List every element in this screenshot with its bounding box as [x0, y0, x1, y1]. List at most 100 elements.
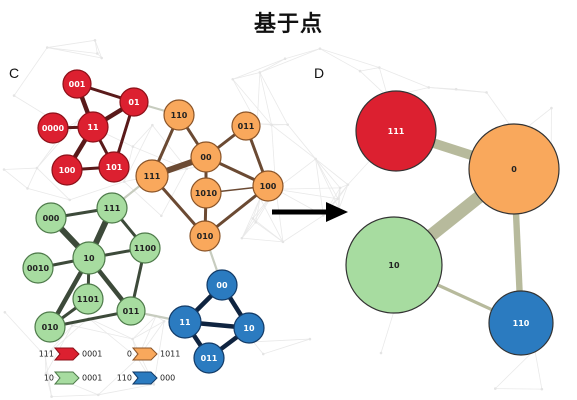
bg-line	[152, 124, 188, 169]
bg-line	[27, 167, 38, 189]
bg-dot	[68, 198, 71, 202]
graph-node-red: 101	[98, 151, 130, 183]
bg-line	[253, 338, 310, 343]
node-circle	[231, 111, 261, 141]
bg-dot	[427, 86, 431, 89]
bg-dot	[100, 56, 103, 60]
bg-line	[47, 47, 98, 54]
node-circle	[22, 252, 54, 284]
legend-to-label: 000	[160, 374, 175, 383]
summary-node-blue: 110	[488, 290, 554, 356]
bg-line	[45, 373, 52, 397]
bg-dot	[12, 94, 16, 97]
node-circle	[62, 69, 92, 99]
bg-line	[263, 338, 311, 355]
graph-node-blue: 10	[233, 312, 265, 344]
bg-line	[123, 181, 162, 217]
bg-dot	[493, 387, 497, 390]
node-label: 101	[106, 163, 123, 172]
node-label: 10	[83, 254, 95, 263]
node-circle	[189, 220, 221, 252]
legend-item-blue: 110 000	[117, 371, 175, 385]
arrow-head	[326, 202, 348, 222]
bg-dot	[336, 197, 340, 201]
graph-node-blue: 00	[206, 269, 238, 301]
bg-line	[319, 48, 361, 72]
bg-dot	[152, 383, 156, 386]
graph-node-red: 001	[62, 69, 92, 99]
bg-dot	[185, 167, 189, 170]
bg-line	[72, 325, 133, 340]
bg-line	[241, 197, 261, 239]
node-circle	[72, 283, 104, 315]
bg-line	[534, 349, 543, 390]
bg-line	[94, 40, 103, 59]
node-label: 111	[144, 172, 161, 181]
legend-item-red: 111 0001	[39, 347, 102, 361]
graph-node-orange: 110	[163, 99, 195, 131]
node-label: 11	[179, 318, 191, 327]
node-circle	[72, 241, 106, 275]
bg-line	[132, 315, 157, 340]
bg-line	[36, 167, 70, 201]
bg-line	[338, 187, 341, 209]
bg-line	[123, 125, 153, 182]
bg-dot	[45, 46, 49, 49]
bg-line	[359, 67, 380, 72]
bg-line	[47, 47, 102, 59]
bg-line	[259, 197, 284, 243]
node-circle	[129, 232, 161, 264]
bg-line	[3, 169, 28, 189]
bg-line	[339, 184, 349, 189]
bg-dot	[346, 183, 350, 186]
summary-node-label: 10	[388, 261, 400, 270]
bg-line	[51, 394, 99, 398]
graph-node-green: 10	[72, 241, 106, 275]
graph-node-green: 0010	[22, 252, 54, 284]
legend-chevron-marker	[53, 347, 80, 361]
bg-line	[379, 67, 429, 88]
bg-line	[232, 72, 260, 80]
legend-from-label: 10	[44, 374, 54, 383]
graph-node-green: 000	[35, 202, 67, 234]
bg-dot	[485, 91, 488, 94]
summary-node-label: 0	[511, 165, 517, 174]
summary-graph-nodes: 111 0 10 110	[345, 90, 560, 356]
bg-line	[45, 325, 73, 357]
node-label: 011	[123, 307, 140, 316]
bg-dot	[281, 240, 285, 244]
node-circle	[116, 296, 146, 326]
bg-line	[94, 40, 98, 54]
node-circle	[206, 269, 238, 301]
bg-dot	[122, 180, 126, 183]
bg-dot	[550, 106, 553, 110]
bg-dot	[2, 168, 6, 171]
panel-label-c: C	[9, 65, 20, 81]
bg-line	[4, 167, 38, 170]
bg-line	[259, 72, 289, 125]
node-circle	[35, 202, 67, 234]
node-label: 10	[243, 324, 255, 333]
bg-line	[315, 158, 349, 185]
graph-node-green: 010	[34, 311, 66, 343]
node-circle	[96, 192, 128, 224]
bg-dot	[97, 393, 100, 397]
node-label: 001	[69, 80, 86, 89]
summary-node-orange: 0	[468, 123, 560, 215]
panel-label-d: D	[314, 65, 325, 81]
bg-dot	[322, 214, 325, 217]
graph-node-orange: 100	[252, 170, 284, 202]
bg-dot	[50, 395, 53, 398]
node-circle	[193, 342, 225, 374]
graph-node-orange: 1010	[190, 177, 222, 209]
bg-line	[88, 317, 138, 359]
node-circle	[119, 87, 149, 117]
bg-line	[98, 357, 138, 396]
node-label: 1101	[77, 295, 100, 304]
bg-line	[259, 48, 321, 73]
bg-dot	[151, 123, 154, 127]
summary-node-green: 10	[345, 216, 443, 314]
node-circle	[34, 311, 66, 343]
node-label: 0010	[27, 264, 50, 273]
